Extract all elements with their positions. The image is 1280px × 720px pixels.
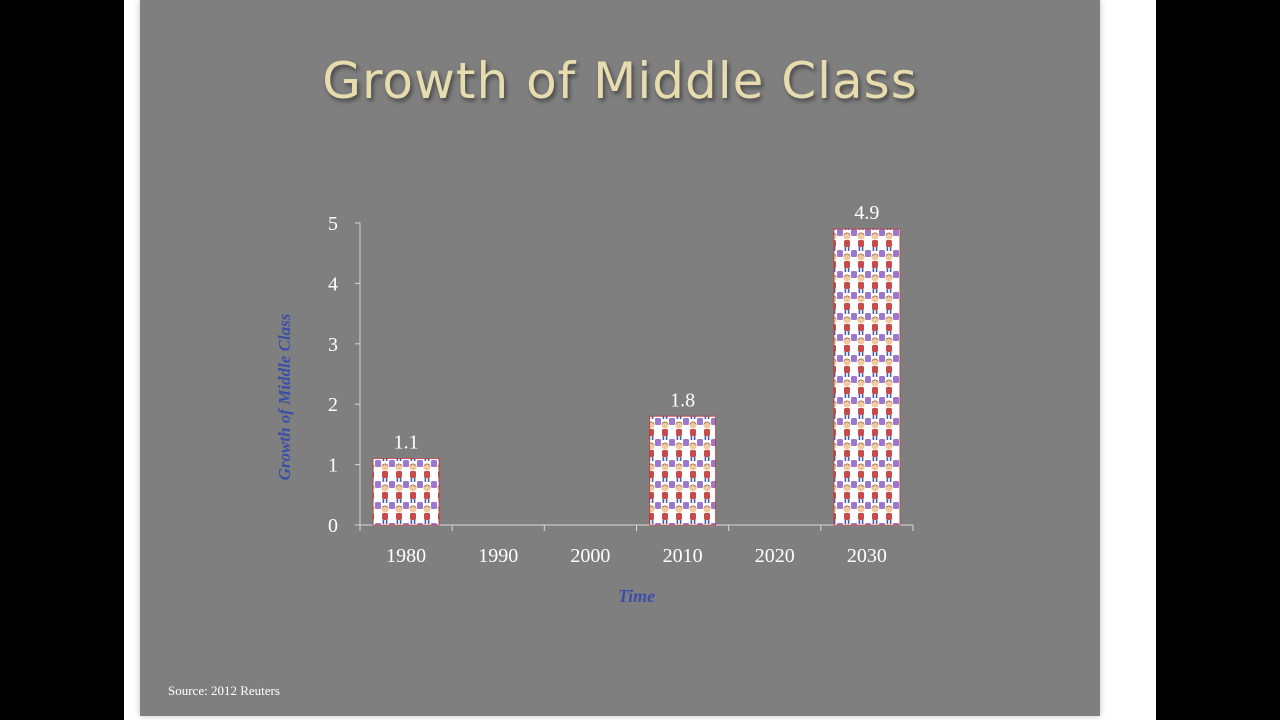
- x-tick-label: 2030: [847, 545, 887, 567]
- y-tick-label: 0: [328, 515, 338, 537]
- bar: [649, 415, 717, 526]
- bar-fill-overlay: [373, 458, 440, 525]
- y-tick-label: 1: [328, 455, 338, 477]
- chart-axes: [355, 222, 914, 531]
- bar-outline: [649, 415, 717, 526]
- data-label: 1.1: [394, 432, 419, 454]
- data-label: 4.9: [854, 202, 879, 224]
- y-tick-label: 2: [328, 394, 338, 416]
- y-tick-label: 3: [328, 334, 338, 356]
- x-tick-label: 2020: [755, 545, 795, 567]
- x-tick-label: 1980: [386, 545, 426, 567]
- chart-labels: 0 1 2 3 4 5 1980 1.1 1990 2000 2010 1.8 2020 2030 4.9 T…: [275, 202, 887, 606]
- page-title: Growth of Middle Class: [322, 52, 918, 110]
- y-axis-title: Growth of Middle Class: [275, 313, 294, 480]
- x-tick-label: 1990: [478, 545, 518, 567]
- data-label: 1.8: [670, 389, 695, 411]
- bar-outline: [372, 458, 440, 526]
- bar-fill-overlay: [833, 229, 900, 526]
- source-note: Source: 2012 Reuters: [168, 683, 280, 698]
- y-tick-label: 4: [328, 273, 338, 295]
- bar: [833, 228, 901, 526]
- x-tick-label: 2000: [570, 545, 610, 567]
- y-tick-label: 5: [328, 213, 338, 235]
- x-tick-label: 2010: [663, 545, 703, 567]
- slide: Growth of Middle Class 0 1 2 3 4 5 1980 1.1 1990…: [140, 0, 1100, 716]
- x-axis-title: Time: [618, 586, 655, 606]
- bar-outline: [833, 228, 901, 526]
- bar-fill-overlay: [649, 416, 716, 525]
- chart-bars: [372, 228, 901, 526]
- bar: [372, 458, 440, 526]
- bar-chart: 0 1 2 3 4 5 1980 1.1 1990 2000 2010 1.8 2020 2030 4.9 T…: [275, 202, 914, 606]
